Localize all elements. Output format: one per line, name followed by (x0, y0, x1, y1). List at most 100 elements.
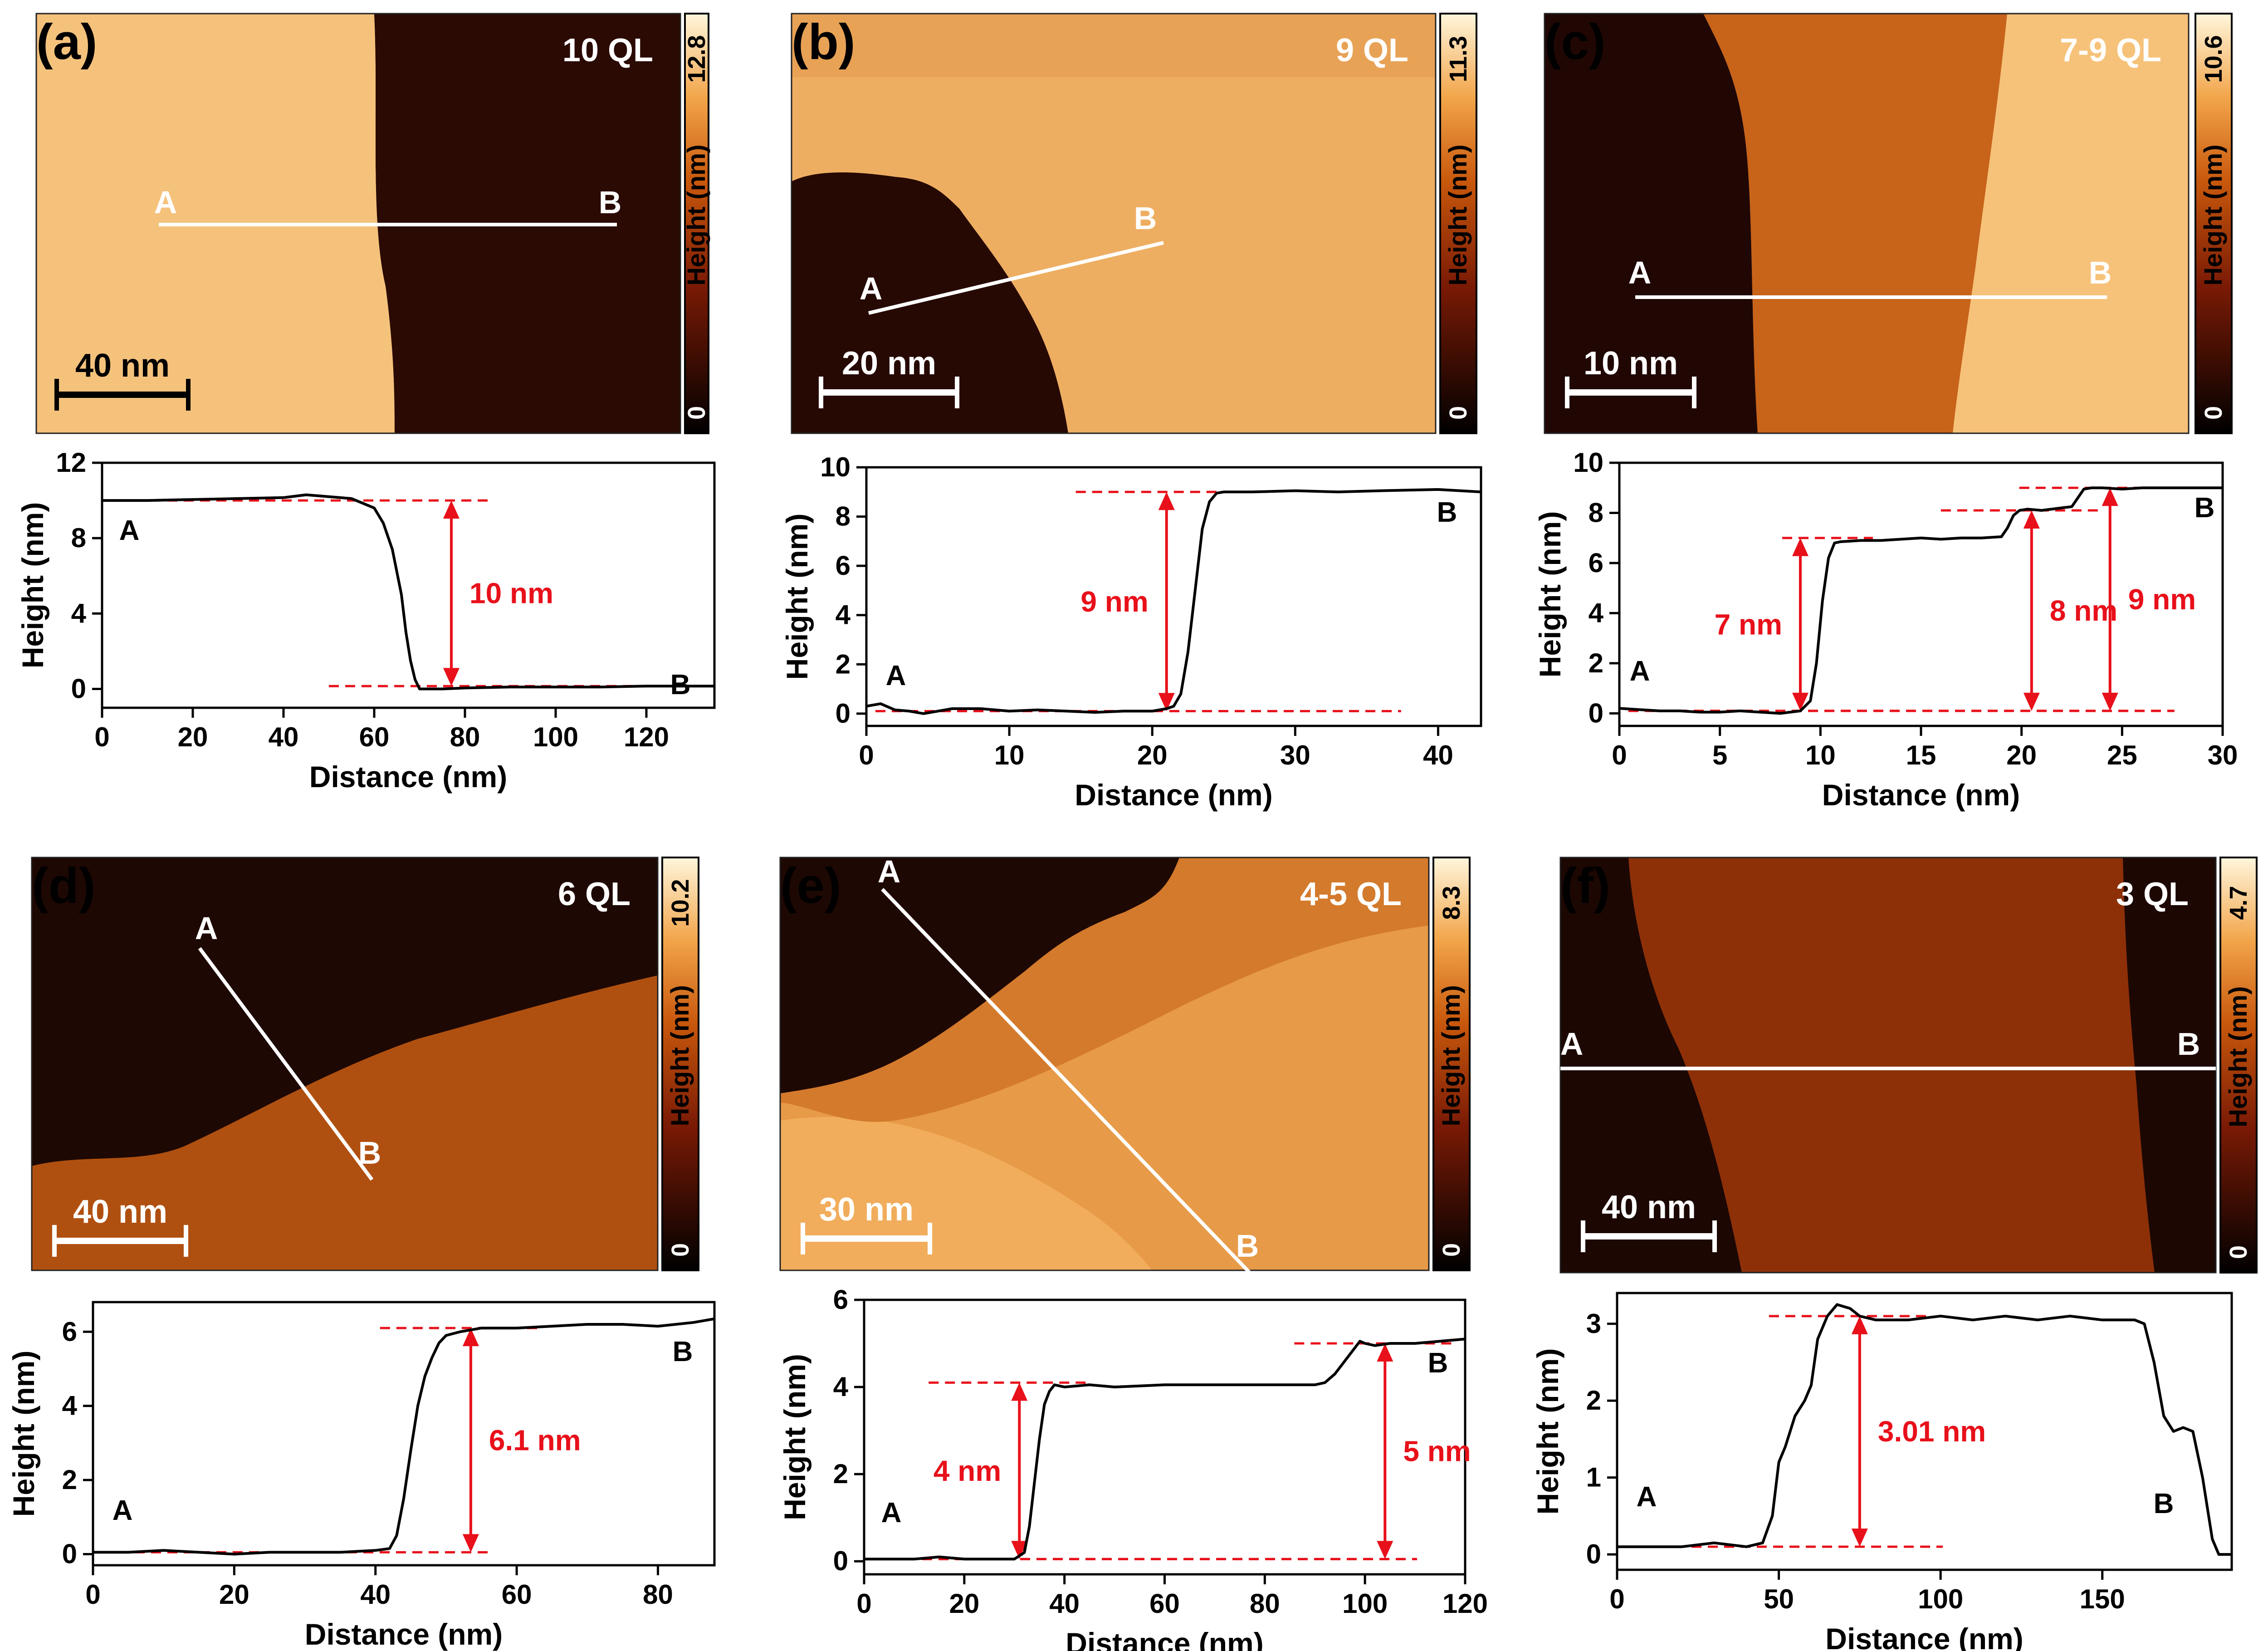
x-tick-label: 150 (2080, 1584, 2125, 1614)
height-label: 4 nm (934, 1455, 1001, 1487)
height-profile-trace (102, 493, 714, 691)
x-tick-label: 10 (994, 740, 1025, 770)
x-tick-label: 20 (219, 1579, 249, 1610)
x-tick-label: 60 (1149, 1588, 1180, 1619)
profile-chart-a: 0 20 40 60 80 100 120 0 4 8 12 Distance (nm) Height … (16, 447, 716, 794)
x-tick-label: 40 (1049, 1588, 1080, 1619)
scale-bar-label: 10 nm (1584, 345, 1678, 382)
profile-end-label: B (2195, 492, 2215, 524)
x-tick-label: 80 (643, 1579, 673, 1610)
scale-bar-label: 40 nm (1602, 1189, 1696, 1225)
height-profile-trace (1617, 1303, 2232, 1556)
y-tick-label: 4 (71, 598, 87, 628)
panel-title: 4-5 QL (1300, 876, 1402, 912)
profile-chart-e: 0 20 40 60 80 100 120 0 2 4 6 Distance (nm) Height (… (778, 1284, 1488, 1651)
y-tick-label: 0 (1589, 698, 1603, 728)
x-tick-label: 30 (1280, 740, 1310, 770)
color-bar-min: 0 (2200, 406, 2227, 420)
color-bar-max: 12.8 (683, 35, 710, 83)
y-axis-label: Height (nm) (7, 1351, 40, 1517)
profile-line (881, 888, 1251, 1274)
scale-bar-label: 40 nm (73, 1194, 167, 1230)
color-bar (1432, 857, 1471, 1271)
arrow-head (1792, 538, 1809, 556)
point-a-label: A (154, 185, 177, 220)
color-bar-f: 4.7 Height (nm) 0 (2219, 857, 2258, 1274)
y-axis-label: Height (nm) (1531, 1348, 1564, 1515)
x-tick-label: 30 (2208, 740, 2238, 770)
y-tick-label: 1 (1586, 1462, 1601, 1493)
profile-chart-b: 0 10 20 30 40 0 2 4 6 8 10 Distance (nm) Height (nm)… (780, 452, 1482, 812)
terrace-region (780, 1117, 1152, 1270)
point-b-label: B (2089, 255, 2112, 290)
profile-line (198, 947, 374, 1181)
x-axis-label: Distance (nm) (1825, 1622, 2023, 1651)
panel-title: 7-9 QL (2060, 32, 2161, 69)
y-axis-label: Height (nm) (1533, 511, 1567, 678)
profile-end-label: B (1437, 497, 1457, 528)
color-bar-min: 0 (1445, 406, 1472, 420)
height-label: 9 nm (2128, 583, 2196, 616)
x-tick-label: 40 (269, 722, 299, 752)
x-axis-label: Distance (nm) (1822, 778, 2020, 812)
terrace-region (32, 857, 658, 1166)
profile-start-label: A (881, 1497, 902, 1529)
afm-image-c: A B (c) 7-9 QL 10 nm (1544, 13, 2190, 434)
profile-end-label: B (670, 669, 691, 701)
y-tick-label: 0 (836, 698, 850, 729)
afm-image-d: A B (d) 6 QL 40 nm (31, 857, 659, 1271)
point-b-label: B (599, 185, 622, 220)
panel-title: 3 QL (2116, 876, 2189, 912)
afm-image-e: A B (e) 4-5 QL 30 nm (779, 854, 1430, 1274)
y-tick-label: 8 (836, 501, 850, 532)
x-tick-label: 100 (1918, 1584, 1963, 1614)
color-bar (2219, 857, 2258, 1274)
point-a-label: A (1560, 1026, 1584, 1062)
y-axis-label: Height (nm) (778, 1354, 811, 1520)
arrow-head (1011, 1541, 1028, 1559)
afm-image-border (1559, 857, 2217, 1274)
color-bar-b: 11.3 Height (nm) 0 (1439, 13, 1477, 434)
arrow-head (462, 1534, 479, 1553)
plot-frame (863, 1298, 1466, 1576)
color-bar-min: 0 (683, 406, 710, 420)
y-tick-label: 12 (56, 447, 86, 478)
color-bar-title: Height (nm) (682, 144, 710, 285)
height-label: 8 nm (2050, 594, 2117, 627)
point-b-label: B (1134, 201, 1157, 236)
height-profile-trace (1619, 486, 2223, 715)
x-tick-label: 120 (624, 722, 669, 752)
color-bar-title: Height (nm) (1443, 144, 1472, 285)
terrace-region (1560, 857, 1742, 1273)
x-axis-label: Distance (nm) (1066, 1627, 1263, 1651)
x-tick-label: 0 (85, 1579, 100, 1610)
x-tick-label: 80 (450, 722, 480, 752)
y-axis-label: Height (nm) (780, 514, 814, 680)
height-profile-trace (866, 488, 1481, 715)
arrow-head (2023, 510, 2040, 529)
y-tick-label: 2 (62, 1465, 77, 1495)
profile-end-label: B (673, 1336, 693, 1367)
y-tick-label: 0 (833, 1546, 848, 1576)
x-tick-label: 100 (533, 722, 578, 752)
x-tick-label: 5 (1712, 740, 1727, 770)
arrow-head (1377, 1541, 1393, 1559)
arrow-head (1851, 1529, 1868, 1547)
x-tick-label: 0 (94, 722, 109, 752)
color-bar-c: 10.6 Height (nm) 0 (2195, 13, 2233, 434)
x-tick-label: 0 (1612, 740, 1627, 770)
terrace-region (1545, 14, 1758, 433)
arrow-head (1792, 692, 1809, 711)
height-label: 9 nm (1080, 585, 1148, 618)
afm-image-border (779, 857, 1430, 1271)
x-tick-label: 50 (1764, 1584, 1794, 1614)
point-b-label: B (1236, 1228, 1259, 1264)
arrow-head (443, 500, 459, 519)
color-bar-min: 0 (667, 1243, 694, 1257)
color-bar (661, 857, 699, 1271)
y-tick-label: 2 (1586, 1385, 1601, 1416)
color-bar-title: Height (nm) (1437, 985, 1465, 1126)
profile-line (868, 241, 1164, 315)
afm-image-a: A B (a) 10 QL 40 nm (35, 13, 681, 434)
arrow-head (1158, 693, 1175, 711)
